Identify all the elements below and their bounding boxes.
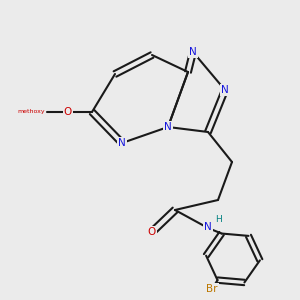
Text: N: N	[189, 47, 197, 57]
Text: O: O	[148, 227, 156, 237]
Text: methoxy: methoxy	[18, 110, 46, 115]
Text: Br: Br	[206, 284, 218, 294]
Text: N: N	[164, 122, 172, 132]
Text: N: N	[118, 138, 126, 148]
Text: N: N	[204, 221, 212, 232]
Text: N: N	[221, 85, 229, 95]
Text: O: O	[64, 107, 72, 117]
Text: H: H	[215, 214, 222, 224]
